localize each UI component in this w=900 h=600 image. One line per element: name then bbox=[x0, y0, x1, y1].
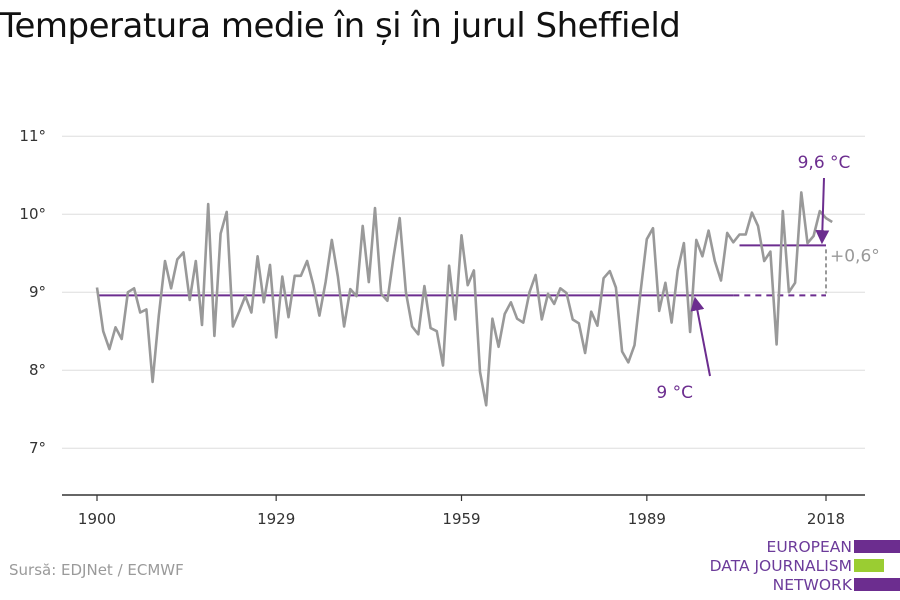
recent-label: 9,6 °C bbox=[798, 153, 851, 173]
y-tick-label: 7° bbox=[29, 439, 46, 457]
y-tick-label: 11° bbox=[19, 127, 46, 145]
temperature-series-line bbox=[95, 191, 833, 407]
y-axis-ticks: 7° 8° 9° 10° 11° bbox=[19, 127, 46, 457]
logo-bar-middle bbox=[854, 559, 884, 572]
logo-bar-bottom bbox=[854, 578, 900, 591]
x-tick-label: 1900 bbox=[78, 510, 116, 528]
recent-arrow bbox=[815, 177, 830, 245]
x-axis-ticks: 1900 1929 1959 1989 2018 bbox=[78, 495, 845, 528]
logo-line: DATA JOURNALISM bbox=[709, 557, 852, 575]
x-tick-label: 1989 bbox=[628, 510, 666, 528]
y-tick-label: 10° bbox=[19, 205, 46, 223]
baseline-label: 9 °C bbox=[656, 383, 693, 403]
logo-line: NETWORK bbox=[772, 576, 852, 594]
edjnet-logo: EUROPEAN DATA JOURNALISM NETWORK bbox=[700, 538, 900, 598]
y-tick-label: 8° bbox=[29, 361, 46, 379]
x-tick-label: 1929 bbox=[257, 510, 295, 528]
grid-lines bbox=[62, 135, 865, 449]
logo-bar-top bbox=[854, 540, 900, 553]
delta-label: +0,6° bbox=[830, 246, 880, 266]
annotations: 9 °C 9,6 °C +0,6° bbox=[656, 153, 879, 403]
baseline-arrow bbox=[690, 296, 711, 377]
logo-bars bbox=[854, 540, 900, 596]
logo-text: EUROPEAN DATA JOURNALISM NETWORK bbox=[710, 538, 852, 595]
y-tick-label: 9° bbox=[29, 283, 46, 301]
logo-line: EUROPEAN bbox=[766, 538, 852, 556]
source-note: Sursă: EDJNet / ECMWF bbox=[9, 561, 184, 579]
x-tick-label: 1959 bbox=[442, 510, 480, 528]
chart-title: Temperatura medie în și în jurul Sheffie… bbox=[0, 6, 681, 46]
x-tick-label: 2018 bbox=[807, 510, 845, 528]
